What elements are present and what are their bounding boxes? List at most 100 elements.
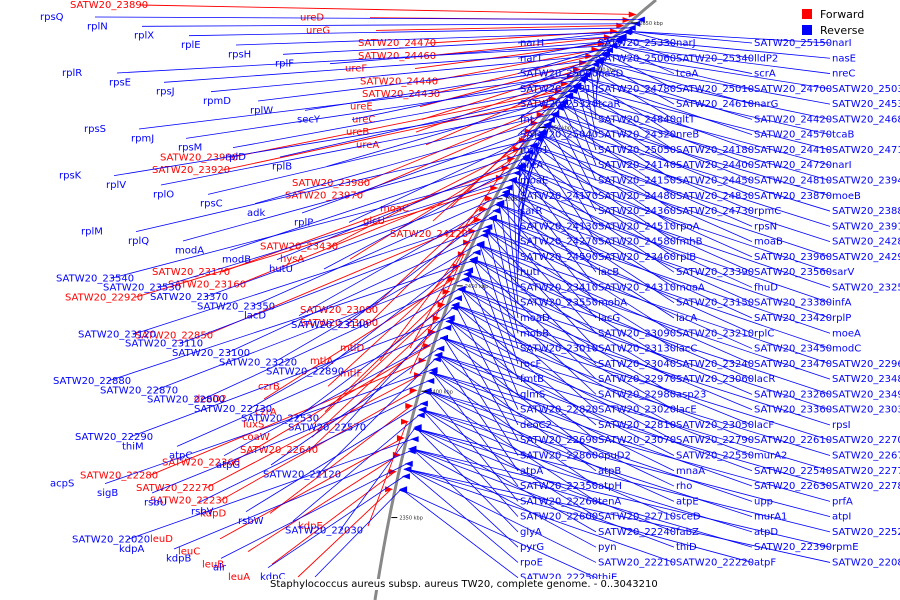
reverse-gene-connector [267,476,405,568]
reverse-gene-label: SATW20_24780 [598,84,676,95]
reverse-gene-label: SATW20_23360 [754,405,832,416]
reverse-gene-label: rplV [106,180,126,191]
reverse-gene-connector [427,390,597,502]
forward-gene-marker [427,328,436,335]
reverse-gene-label: SATW20_25310 [520,84,598,95]
reverse-gene-marker [434,352,443,359]
reverse-gene-label: moeA [832,328,861,339]
forward-gene-connector [312,304,444,425]
reverse-gene-label: SATW20_23450 [754,344,832,355]
reverse-gene-marker [443,324,452,331]
reverse-gene-connector [486,230,831,349]
reverse-gene-marker [418,406,427,413]
reverse-gene-connector [292,414,419,522]
reverse-gene-marker [410,436,419,443]
reverse-gene-connector [485,231,597,349]
reverse-gene-label: SATW20_23370 [150,292,228,303]
reverse-gene-connector [561,104,675,181]
reverse-gene-connector [443,337,597,456]
reverse-gene-connector [517,38,621,59]
reverse-gene-connector [568,95,597,166]
reverse-gene-label: sigB [97,488,118,499]
reverse-gene-connector [438,354,753,472]
forward-gene-label: mtlA [310,356,333,367]
reverse-gene-label: kdpB [166,553,191,564]
reverse-gene-label: SATW20_23040 [598,359,676,370]
reverse-gene-label: thiD [676,542,697,553]
kbp-tick-label: 2450 kbp [465,284,489,290]
legend-forward: Forward [802,6,892,22]
reverse-gene-connector [590,69,597,120]
reverse-gene-connector [455,304,753,426]
reverse-gene-connector [402,489,519,579]
reverse-gene-marker [504,184,513,191]
reverse-gene-connector [185,79,580,139]
reverse-gene-marker [624,28,633,35]
reverse-gene-label: SATW20_22080 [832,557,900,568]
reverse-gene-label: SATW20_22610 [754,435,832,446]
reverse-gene-label: nasE [832,53,856,64]
reverse-gene-label: atpH [598,481,622,492]
reverse-gene-connector [519,167,831,273]
reverse-gene-connector [223,337,442,457]
reverse-gene-connector [517,168,520,273]
reverse-gene-label: rplC [754,328,774,339]
reverse-gene-label: SATW20_22540 [754,466,832,477]
reverse-gene-connector [407,468,831,563]
forward-gene-marker [392,451,401,458]
reverse-gene-label: SATW20_24410 [754,145,832,156]
genome-caption: Staphylococcus aureus subsp. aureus TW20… [268,579,660,590]
reverse-gene-connector [157,179,511,289]
reverse-gene-label: SATW20_22120 [263,469,341,480]
strand-legend: Forward Reverse [802,6,892,38]
reverse-gene-connector [561,104,831,181]
reverse-gene-connector [129,317,449,438]
forward-gene-marker [473,216,482,223]
reverse-gene-connector [461,289,675,411]
reverse-gene-connector [517,77,584,135]
reverse-gene-label: atpE [676,496,699,507]
forward-gene-marker [418,357,427,364]
reverse-gene-label: fmhB [676,237,703,248]
reverse-gene-marker [536,132,545,139]
forward-gene-label: SATW20_23430 [260,242,338,253]
reverse-gene-marker [591,61,600,68]
reverse-gene-label: SATW20_24420 [754,114,832,125]
forward-gene-label: SATW20_22850 [135,330,213,341]
reverse-gene-connector [160,107,558,186]
reverse-gene-label: rpsM [178,143,202,154]
reverse-gene-connector [486,230,675,349]
forward-gene-connector [354,114,543,197]
reverse-gene-label: SATW20_23220 [219,357,297,368]
reverse-gene-label: narI [832,160,852,171]
reverse-gene-connector [512,179,675,288]
reverse-gene-label: SATW20_24830 [676,191,754,202]
reverse-gene-connector [547,124,675,212]
reverse-gene-label: fnt [520,114,534,125]
reverse-gene-label: SATW20_23880 [832,206,900,217]
reverse-gene-label: tcaB [832,130,855,141]
reverse-gene-marker [445,318,454,325]
reverse-gene-label: SATW20_23020 [598,405,676,416]
forward-gene-connector [369,208,486,324]
reverse-gene-marker [428,369,437,376]
reverse-gene-connector [254,119,550,205]
kbp-tick-label: 2500 kbp [505,197,529,203]
reverse-gene-label: lacC [676,344,697,355]
reverse-gene-label: SATW20_22020 [72,535,150,546]
reverse-gene-label: gltT [676,114,696,125]
reverse-gene-connector [512,179,753,288]
reverse-gene-label: lldP2 [754,53,778,64]
reverse-gene-connector [547,124,597,212]
reverse-gene-label: atpF [754,557,776,568]
forward-gene-label: ureA [356,140,379,151]
reverse-gene-connector [492,217,675,334]
reverse-gene-connector [583,77,597,135]
reverse-gene-label: rpmE [832,542,859,553]
forward-gene-label: ureB [346,127,369,138]
reverse-gene-connector [467,273,831,395]
reverse-swatch-icon [802,25,812,35]
reverse-gene-marker [413,426,422,433]
reverse-gene-label: rplM [81,227,103,238]
reverse-gene-marker [515,165,524,172]
